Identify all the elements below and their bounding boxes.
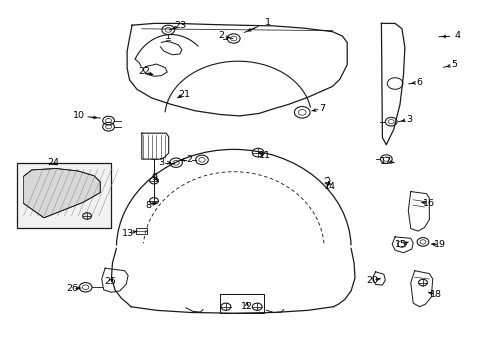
Text: 9: 9 [151, 174, 157, 182]
Text: 24: 24 [47, 158, 59, 167]
Text: 19: 19 [433, 240, 445, 249]
Text: 26: 26 [66, 284, 78, 293]
Text: 20: 20 [366, 276, 378, 284]
Text: 4: 4 [453, 31, 459, 40]
Bar [17, 163, 111, 228]
Text: 13: 13 [122, 229, 134, 238]
Polygon shape [23, 168, 100, 218]
Text: 12: 12 [241, 302, 252, 311]
Text: 5: 5 [451, 60, 457, 69]
Text: 17: 17 [380, 157, 391, 166]
Text: 6: 6 [416, 77, 422, 86]
Text: 23: 23 [174, 21, 185, 30]
Text: 16: 16 [423, 199, 434, 208]
Bar [220, 294, 264, 313]
Text: 2: 2 [186, 155, 192, 164]
Text: 21: 21 [178, 90, 189, 99]
Text: 7: 7 [318, 104, 324, 113]
Text: 10: 10 [73, 111, 85, 120]
Text: 1: 1 [264, 18, 270, 27]
Text: 3: 3 [158, 158, 164, 167]
Text: 3: 3 [405, 115, 411, 124]
Text: 14: 14 [324, 182, 335, 191]
Text: 11: 11 [258, 152, 270, 161]
Text: 2: 2 [218, 31, 224, 40]
Text: 22: 22 [139, 68, 150, 77]
Bar [136, 228, 146, 234]
Text: 8: 8 [145, 201, 151, 210]
Text: 15: 15 [394, 240, 406, 249]
Text: 25: 25 [104, 277, 116, 286]
Text: 18: 18 [429, 290, 441, 299]
